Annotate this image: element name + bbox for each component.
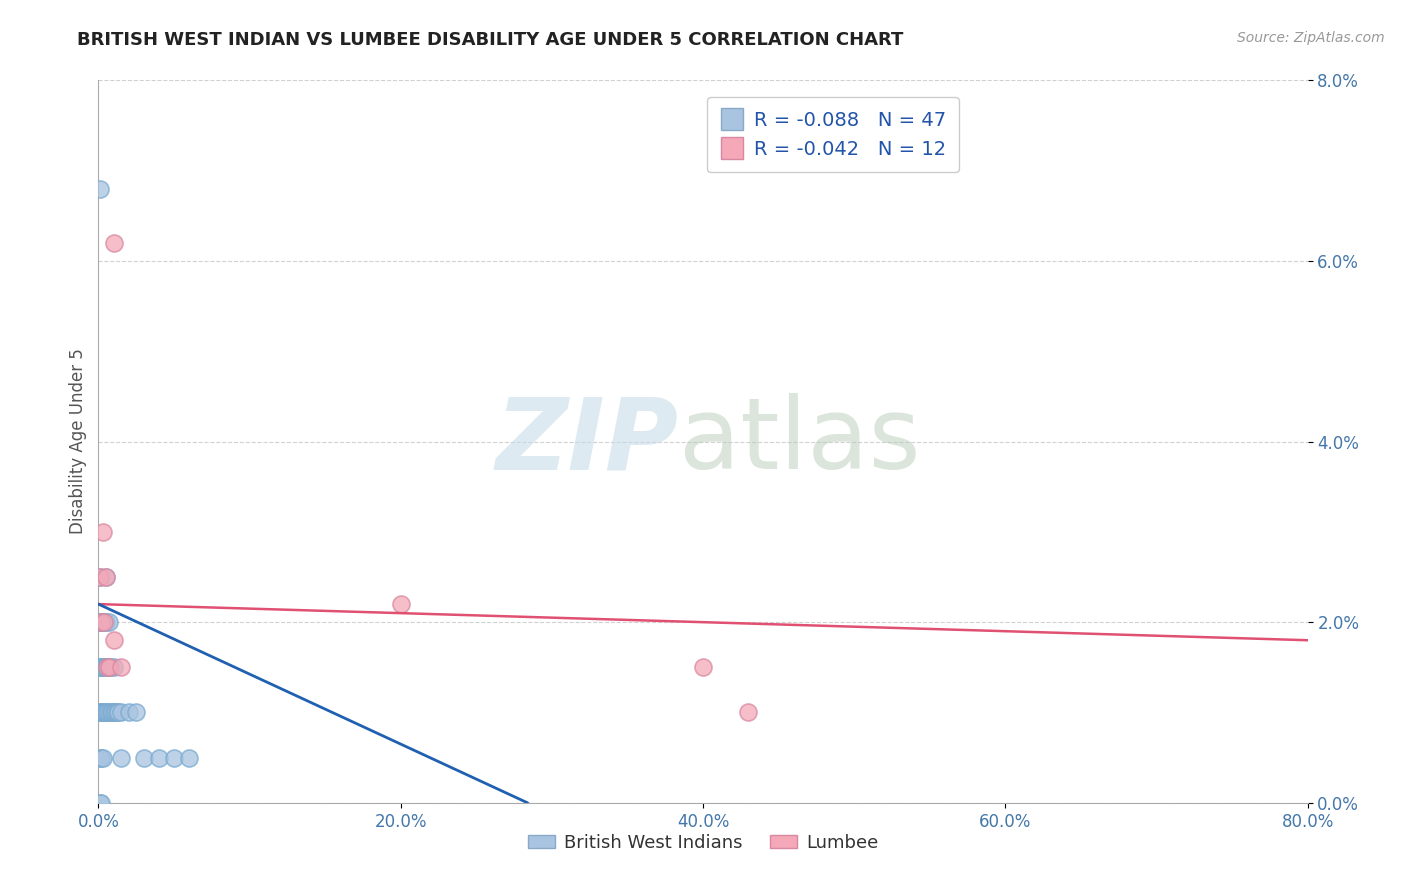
Point — [90, 660, 112, 674]
Point — [389, 597, 412, 611]
Point — [103, 660, 125, 674]
Point — [98, 615, 121, 630]
Point — [89, 660, 111, 674]
Point — [91, 706, 114, 720]
Point — [89, 570, 111, 584]
Point — [90, 796, 112, 810]
Point — [110, 750, 132, 764]
Point — [91, 615, 114, 630]
Point — [91, 524, 114, 539]
Point — [90, 615, 112, 630]
Point — [91, 750, 114, 764]
Point — [118, 706, 141, 720]
Point — [96, 706, 118, 720]
Point — [100, 706, 122, 720]
Point — [98, 660, 121, 674]
Point — [163, 750, 186, 764]
Legend: British West Indians, Lumbee: British West Indians, Lumbee — [520, 826, 886, 859]
Point — [737, 706, 759, 720]
Point — [104, 706, 127, 720]
Point — [93, 615, 115, 630]
Point — [89, 615, 111, 630]
Y-axis label: Disability Age Under 5: Disability Age Under 5 — [69, 349, 87, 534]
Point — [89, 750, 111, 764]
Point — [110, 660, 132, 674]
Point — [105, 706, 128, 720]
Point — [89, 181, 111, 195]
Point — [132, 750, 155, 764]
Point — [101, 706, 124, 720]
Point — [89, 796, 111, 810]
Text: BRITISH WEST INDIAN VS LUMBEE DISABILITY AGE UNDER 5 CORRELATION CHART: BRITISH WEST INDIAN VS LUMBEE DISABILITY… — [77, 31, 904, 49]
Point — [107, 706, 129, 720]
Point — [93, 660, 115, 674]
Point — [89, 706, 111, 720]
Point — [93, 615, 115, 630]
Point — [100, 660, 122, 674]
Point — [179, 750, 201, 764]
Point — [94, 615, 117, 630]
Point — [94, 570, 117, 584]
Point — [91, 660, 114, 674]
Point — [94, 706, 117, 720]
Text: atlas: atlas — [679, 393, 921, 490]
Point — [94, 660, 117, 674]
Point — [93, 706, 115, 720]
Point — [90, 706, 112, 720]
Point — [148, 750, 170, 764]
Point — [692, 660, 714, 674]
Point — [103, 706, 125, 720]
Point — [90, 750, 112, 764]
Point — [89, 660, 111, 674]
Point — [110, 706, 132, 720]
Point — [89, 615, 111, 630]
Point — [103, 633, 125, 648]
Text: ZIP: ZIP — [496, 393, 679, 490]
Text: Source: ZipAtlas.com: Source: ZipAtlas.com — [1237, 31, 1385, 45]
Point — [98, 706, 121, 720]
Point — [125, 706, 148, 720]
Point — [89, 706, 111, 720]
Point — [94, 570, 117, 584]
Point — [98, 660, 121, 674]
Point — [103, 235, 125, 250]
Point — [89, 570, 111, 584]
Point — [96, 660, 118, 674]
Point — [90, 615, 112, 630]
Point — [96, 660, 118, 674]
